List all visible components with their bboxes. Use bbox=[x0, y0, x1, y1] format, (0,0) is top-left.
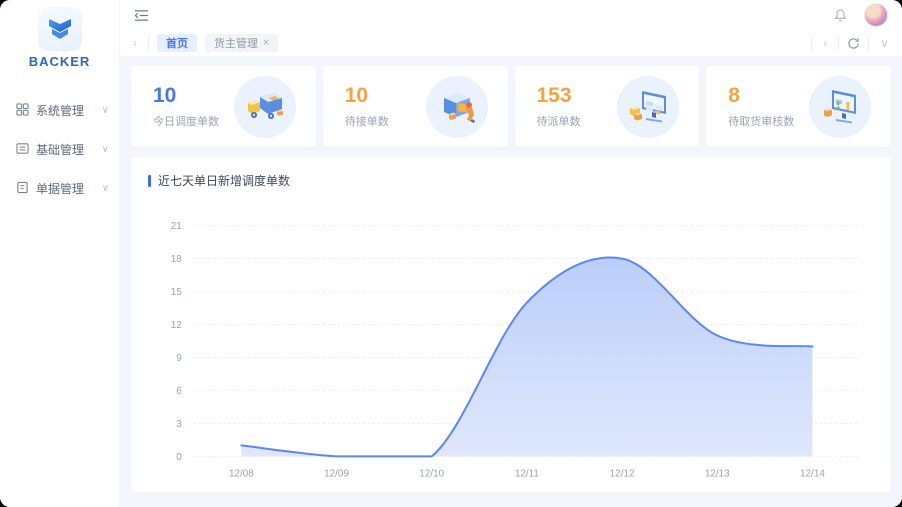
refresh-icon[interactable] bbox=[847, 37, 860, 50]
divider bbox=[838, 36, 840, 50]
sidebar-item-system-management[interactable]: 系统管理 ∨ bbox=[0, 91, 119, 130]
user-avatar[interactable] bbox=[864, 3, 888, 27]
sidebar: BACKER 系统管理 ∨ bbox=[0, 0, 120, 507]
sidebar-item-order-management[interactable]: 单据管理 ∨ bbox=[0, 169, 119, 208]
svg-text:12/09: 12/09 bbox=[324, 468, 349, 479]
svg-text:12/11: 12/11 bbox=[515, 468, 540, 479]
svg-text:18: 18 bbox=[171, 254, 183, 265]
tabs-menu-icon[interactable]: ∨ bbox=[880, 36, 889, 50]
main-column: ‹ 首页 货主管理 × › ∨ bbox=[120, 0, 902, 507]
stat-value: 10 bbox=[344, 83, 369, 107]
sidebar-item-label: 单据管理 bbox=[36, 182, 85, 196]
svg-text:12/14: 12/14 bbox=[800, 468, 825, 479]
stat-cards-row: 10 今日调度单数 bbox=[131, 66, 891, 147]
stat-card-pending-assign[interactable]: 153 待派单数 bbox=[514, 66, 700, 147]
svg-text:6: 6 bbox=[176, 386, 182, 397]
svg-text:15: 15 bbox=[171, 287, 183, 298]
area-chart[interactable]: 0 3 6 9 12 15 18 21 12/08 12/09 12/10 12/11 12/12 12/… bbox=[148, 195, 874, 492]
divider bbox=[811, 36, 813, 50]
svg-text:12/12: 12/12 bbox=[610, 468, 635, 479]
tab-label: 首页 bbox=[166, 38, 188, 50]
stat-label: 待接单数 bbox=[344, 115, 389, 128]
title-accent-bar bbox=[148, 174, 151, 187]
tabs-scroll-right-icon[interactable]: › bbox=[823, 36, 828, 50]
svg-text:12/08: 12/08 bbox=[229, 468, 254, 479]
document-icon bbox=[16, 181, 29, 197]
form-icon bbox=[16, 142, 29, 158]
stat-label: 待派单数 bbox=[536, 115, 581, 128]
brand-name: BACKER bbox=[28, 54, 91, 69]
svg-text:0: 0 bbox=[176, 452, 182, 463]
brand-logo-icon bbox=[37, 7, 82, 51]
notification-bell-icon[interactable] bbox=[833, 8, 848, 23]
chevron-down-icon: ∨ bbox=[101, 144, 109, 155]
close-icon[interactable]: × bbox=[263, 37, 270, 49]
sidebar-item-basic-management[interactable]: 基础管理 ∨ bbox=[0, 130, 119, 169]
monitor-upload-icon bbox=[809, 75, 871, 138]
chevron-down-icon: ∨ bbox=[101, 105, 109, 116]
chart-title-text: 近七天单日新增调度单数 bbox=[158, 174, 291, 188]
grid-icon bbox=[16, 102, 29, 119]
divider bbox=[148, 36, 149, 50]
tab-home[interactable]: 首页 bbox=[157, 34, 197, 52]
divider bbox=[868, 36, 870, 50]
stat-card-today-dispatch[interactable]: 10 今日调度单数 bbox=[131, 66, 316, 147]
sidebar-item-label: 基础管理 bbox=[36, 143, 85, 157]
collapse-sidebar-icon[interactable] bbox=[134, 9, 149, 22]
svg-text:12/10: 12/10 bbox=[419, 468, 444, 479]
monitor-orders-icon bbox=[617, 75, 680, 138]
chevron-down-icon: ∨ bbox=[101, 183, 109, 194]
page-content: 10 今日调度单数 bbox=[120, 56, 902, 507]
stat-value: 8 bbox=[728, 83, 740, 107]
svg-text:12: 12 bbox=[171, 320, 183, 331]
svg-text:12/13: 12/13 bbox=[705, 468, 730, 479]
truck-icon bbox=[233, 75, 296, 138]
svg-text:9: 9 bbox=[176, 353, 182, 364]
tab-label: 货主管理 bbox=[214, 38, 258, 50]
stat-label: 今日调度单数 bbox=[153, 115, 219, 128]
stat-value: 153 bbox=[536, 83, 572, 107]
tabs-scroll-left-icon[interactable]: ‹ bbox=[133, 36, 137, 50]
svg-text:3: 3 bbox=[176, 419, 182, 430]
tab-bar: ‹ 首页 货主管理 × › ∨ bbox=[120, 30, 902, 56]
chart-card: 近七天单日新增调度单数 0 3 6 9 12 15 18 21 12/08 12/09 12/10 1… bbox=[131, 157, 891, 492]
chart-title: 近七天单日新增调度单数 bbox=[148, 172, 874, 189]
tab-shipper-management[interactable]: 货主管理 × bbox=[205, 34, 279, 52]
package-worker-icon bbox=[425, 75, 488, 138]
logo: BACKER bbox=[0, 0, 119, 69]
stat-value: 10 bbox=[153, 83, 177, 107]
sidebar-item-label: 系统管理 bbox=[36, 104, 85, 118]
sidebar-menu: 系统管理 ∨ 基础管理 ∨ bbox=[0, 91, 119, 208]
stat-label: 待取货审核数 bbox=[728, 115, 795, 128]
svg-text:21: 21 bbox=[171, 221, 183, 232]
top-header bbox=[120, 0, 902, 30]
stat-card-pending-accept[interactable]: 10 待接单数 bbox=[322, 66, 508, 147]
stat-card-pickup-review[interactable]: 8 待取货审核数 bbox=[706, 66, 891, 147]
